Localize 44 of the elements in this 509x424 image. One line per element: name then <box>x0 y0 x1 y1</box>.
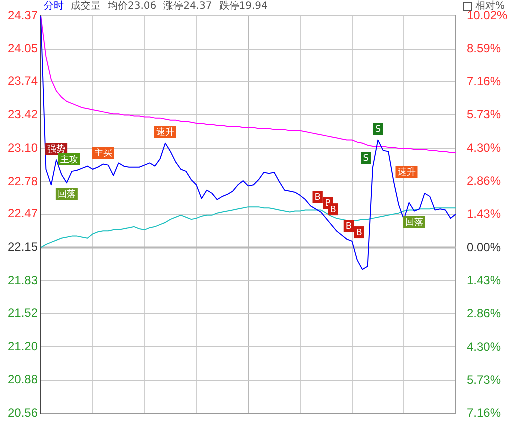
data-label: 主攻 <box>60 154 78 166</box>
text: 均价23.06 <box>108 0 157 13</box>
y-tick-label: 24.37 <box>8 8 38 22</box>
data-label: B <box>314 192 321 203</box>
y-tick-label: 23.42 <box>8 108 38 122</box>
y2-tick-label: 2.86% <box>467 174 502 188</box>
data-label: 回落 <box>58 188 76 200</box>
data-label: B <box>346 222 352 232</box>
data-label: S <box>375 125 382 136</box>
y-tick-label: 23.74 <box>8 74 38 88</box>
y-tick-label: 22.15 <box>8 240 38 254</box>
text: 相对% <box>475 0 505 12</box>
y2-tick-label: 4.30% <box>467 340 502 354</box>
y2-tick-label: 4.30% <box>467 140 502 155</box>
y-tick-label: 22.47 <box>8 206 38 221</box>
data-label: B <box>330 205 336 216</box>
y2-tick-label: 5.73% <box>467 373 502 387</box>
y2-tick-label: 2.86% <box>467 306 502 321</box>
y-tick-label: 21.20 <box>8 339 38 354</box>
y-tick-label: 22.78 <box>8 174 38 188</box>
data-label: B <box>356 228 362 238</box>
data-label: 回落 <box>406 217 424 228</box>
y2-tick-label: 1.43% <box>467 273 502 288</box>
y2-tick-label: 1.43% <box>467 207 502 222</box>
data-label: S <box>363 154 370 164</box>
data-label: 速升 <box>398 166 416 178</box>
y-tick-label: 21.83 <box>8 274 38 288</box>
y2-tick-label: 8.59% <box>467 41 502 56</box>
y2-tick-label: 7.16% <box>467 74 502 89</box>
data-label: 强势 <box>48 144 66 155</box>
y2-tick-label: 7.16% <box>467 406 502 420</box>
text: 成交量 <box>71 0 101 13</box>
text: 跌停19.94 <box>219 0 268 13</box>
y-tick-label: 21.52 <box>8 306 38 320</box>
y-tick-label: 20.88 <box>8 372 38 387</box>
y-tick-label: 20.56 <box>8 406 38 420</box>
y-tick-label: 24.05 <box>8 42 38 56</box>
data-label: 速升 <box>156 127 174 138</box>
data-label: 主买 <box>94 148 112 160</box>
y2-tick-label: 0.00% <box>467 240 502 254</box>
y2-tick-label: 5.73% <box>467 108 502 122</box>
text: 分时 <box>44 0 64 13</box>
text: 涨停24.37 <box>164 0 212 13</box>
y-tick-label: 23.10 <box>8 140 38 155</box>
